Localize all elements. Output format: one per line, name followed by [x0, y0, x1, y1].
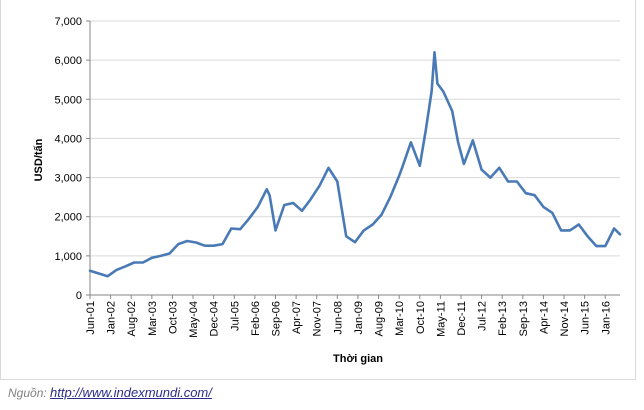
x-tick-label: Jul-12 — [477, 301, 489, 331]
x-tick-label: Jan-16 — [600, 301, 612, 335]
line-chart: 0 1,000 2,000 3,000 4,000 5,000 6,000 7,000 Jun… — [33, 16, 622, 365]
y-axis-title: USD/tấn — [33, 138, 45, 181]
x-tick-label: Jan-09 — [353, 301, 365, 335]
series — [88, 50, 622, 278]
y-tick-label: 2,000 — [54, 212, 82, 224]
y-tick-label: 1,000 — [54, 251, 82, 263]
x-tick-label: Nov-07 — [312, 301, 324, 336]
x-tick-label: Mar-10 — [394, 301, 406, 336]
y-tick-labels: 0 1,000 2,000 3,000 4,000 5,000 6,000 7,000 — [54, 16, 90, 302]
y-tick-label: 6,000 — [54, 55, 82, 67]
source-note: Nguồn: http://www.indexmundi.com/ — [8, 385, 212, 400]
x-tick-label: Jun-08 — [332, 301, 344, 335]
x-axis-title: Thời gian — [333, 353, 383, 365]
x-tick-label: Mar-03 — [147, 301, 159, 336]
x-tick-label: Oct-03 — [167, 301, 179, 334]
y-tick-label: 7,000 — [54, 16, 82, 28]
y-tick-label: 0 — [76, 290, 82, 302]
x-tick-label: May-04 — [188, 301, 200, 338]
x-tick-label: Jul-05 — [229, 301, 241, 331]
y-tick-label: 4,000 — [54, 133, 82, 145]
x-tick-label: Jun-15 — [580, 301, 592, 335]
x-tick-label: Jan-02 — [106, 301, 118, 335]
x-tick-label: Dec-11 — [456, 301, 468, 336]
x-tick-label: Feb-13 — [497, 301, 509, 336]
source-label: Nguồn: — [8, 386, 51, 400]
series-line — [88, 50, 622, 278]
axes — [89, 21, 620, 296]
x-tick-label: Apr-14 — [538, 301, 550, 334]
x-tick-label: Apr-07 — [291, 301, 303, 334]
x-tick-label: Aug-09 — [374, 301, 386, 336]
x-tick-label: Sep-13 — [518, 301, 530, 336]
x-tick-label: Jun-01 — [85, 301, 97, 335]
x-tick-label: Dec-04 — [209, 301, 221, 336]
x-tick-label: Sep-06 — [271, 301, 283, 336]
x-tick-label: Nov-14 — [559, 301, 571, 336]
gridlines — [90, 20, 620, 257]
y-tick-label: 5,000 — [54, 94, 82, 106]
y-tick-label: 3,000 — [54, 173, 82, 185]
x-tick-label: Aug-02 — [126, 301, 138, 336]
x-tick-labels: Jun-01 Jan-02 Aug-02 Mar-03 Oct-03 May-04 Dec-… — [85, 295, 612, 338]
source-link[interactable]: http://www.indexmundi.com/ — [50, 385, 212, 400]
chart-frame — [0, 0, 636, 380]
x-tick-label: May-11 — [435, 301, 447, 337]
x-tick-label: Oct-10 — [415, 301, 427, 334]
x-tick-label: Feb-06 — [250, 301, 262, 336]
